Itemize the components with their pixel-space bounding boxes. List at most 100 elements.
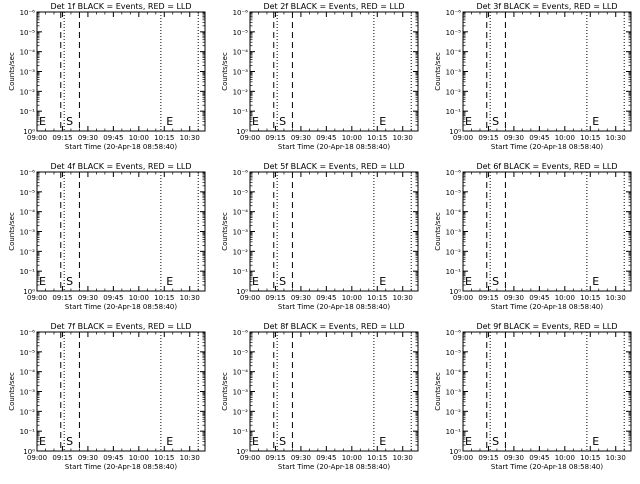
x-tick-label: 10:15: [367, 134, 387, 142]
y-tick-label: 10⁻⁶: [233, 329, 249, 337]
y-axis-label: Counts/sec: [8, 372, 16, 411]
x-tick-label: 10:30: [180, 134, 200, 142]
x-tick-label: 09:00: [240, 134, 260, 142]
y-tick-label: 10⁻³: [233, 229, 249, 237]
x-tick-label: 09:15: [265, 294, 285, 302]
event-marker-label: E: [592, 275, 599, 288]
x-tick-label: 10:00: [342, 134, 362, 142]
event-marker-label: E: [465, 435, 472, 448]
event-marker-label: E: [379, 275, 386, 288]
plot-frame: [462, 331, 632, 452]
x-tick-label: 09:30: [291, 294, 311, 302]
x-tick-label: 10:30: [606, 134, 626, 142]
x-tick-label: 09:15: [478, 454, 498, 462]
y-tick-label: 10⁻⁴: [233, 369, 249, 377]
y-tick-label: 10⁻²: [233, 88, 249, 96]
event-marker-label: E: [379, 435, 386, 448]
plot-title: Det 3f BLACK = Events, RED = LLD: [476, 2, 617, 11]
plot-frame: [36, 331, 206, 452]
y-tick-label: 10⁻²: [233, 408, 249, 416]
x-tick-label: 09:15: [52, 134, 72, 142]
x-tick-label: 10:00: [555, 454, 575, 462]
x-tick-label: 10:30: [393, 294, 413, 302]
y-tick-label: 10⁻¹: [446, 108, 462, 116]
x-tick-label: 09:30: [78, 294, 98, 302]
x-tick-label: 10:00: [342, 454, 362, 462]
y-tick-label: 10⁰: [23, 448, 35, 456]
panel-svg: Det 4f BLACK = Events, RED = LLD 10⁰ 10⁻¹ 1…: [8, 162, 206, 311]
y-tick-label: 10⁻²: [233, 248, 249, 256]
x-axis-label: Start Time (20-Apr-18 08:58:40): [65, 303, 177, 311]
y-tick-label: 10⁻⁵: [20, 349, 36, 357]
x-tick-label: 10:30: [180, 454, 200, 462]
detector-panel-3: Det 3f BLACK = Events, RED = LLD 10⁰ 10⁻¹ 1…: [426, 0, 639, 160]
event-marker-label: E: [166, 435, 173, 448]
y-tick-label: 10⁻²: [20, 408, 36, 416]
y-tick-label: 10⁻⁵: [20, 189, 36, 197]
y-axis-label: Counts/sec: [8, 212, 16, 251]
y-tick-label: 10⁻¹: [20, 108, 36, 116]
event-marker-label: E: [39, 275, 46, 288]
x-tick-label: 10:15: [367, 294, 387, 302]
x-tick-label: 09:30: [291, 454, 311, 462]
x-tick-label: 09:30: [504, 454, 524, 462]
x-tick-label: 09:00: [453, 454, 473, 462]
x-axis-label: Start Time (20-Apr-18 08:58:40): [278, 303, 390, 311]
event-marker-label: E: [592, 115, 599, 128]
y-tick-label: 10⁻⁵: [233, 189, 249, 197]
y-axis-label: Counts/sec: [221, 52, 229, 91]
x-tick-label: 09:15: [265, 454, 285, 462]
y-tick-label: 10⁰: [236, 128, 248, 136]
event-marker-label: S: [492, 115, 499, 128]
event-marker-label: S: [279, 115, 286, 128]
event-marker-label: E: [465, 275, 472, 288]
x-tick-label: 10:30: [606, 454, 626, 462]
event-marker-label: E: [592, 435, 599, 448]
y-tick-label: 10⁻⁴: [233, 49, 249, 57]
x-tick-label: 09:30: [78, 454, 98, 462]
panel-svg: Det 5f BLACK = Events, RED = LLD 10⁰ 10⁻¹ 1…: [221, 162, 419, 311]
detector-panel-5: Det 5f BLACK = Events, RED = LLD 10⁰ 10⁻¹ 1…: [213, 160, 426, 320]
y-tick-label: 10⁻⁶: [20, 169, 36, 177]
y-tick-label: 10⁰: [449, 448, 461, 456]
x-tick-label: 10:30: [393, 454, 413, 462]
x-axis-label: Start Time (20-Apr-18 08:58:40): [278, 143, 390, 151]
y-tick-label: 10⁻³: [233, 389, 249, 397]
y-tick-label: 10⁻²: [446, 408, 462, 416]
y-tick-label: 10⁻¹: [20, 268, 36, 276]
event-marker-label: S: [66, 435, 73, 448]
panel-svg: Det 8f BLACK = Events, RED = LLD 10⁰ 10⁻¹ 1…: [221, 322, 419, 471]
event-marker-label: S: [279, 275, 286, 288]
x-tick-label: 09:15: [265, 134, 285, 142]
y-tick-label: 10⁻⁵: [20, 29, 36, 37]
plot-frame: [249, 331, 419, 452]
event-marker-label: E: [39, 435, 46, 448]
y-tick-label: 10⁰: [449, 288, 461, 296]
y-tick-label: 10⁰: [236, 448, 248, 456]
y-tick-label: 10⁻⁶: [20, 9, 36, 17]
y-axis-label: Counts/sec: [221, 212, 229, 251]
plot-title: Det 4f BLACK = Events, RED = LLD: [50, 162, 191, 171]
x-tick-label: 09:30: [291, 134, 311, 142]
detector-panel-8: Det 8f BLACK = Events, RED = LLD 10⁰ 10⁻¹ 1…: [213, 320, 426, 480]
x-axis-label: Start Time (20-Apr-18 08:58:40): [65, 463, 177, 471]
x-tick-label: 10:15: [580, 134, 600, 142]
panel-svg: Det 7f BLACK = Events, RED = LLD 10⁰ 10⁻¹ 1…: [8, 322, 206, 471]
x-tick-label: 09:45: [316, 134, 336, 142]
detector-panel-6: Det 6f BLACK = Events, RED = LLD 10⁰ 10⁻¹ 1…: [426, 160, 639, 320]
x-tick-label: 10:15: [580, 454, 600, 462]
y-tick-label: 10⁻³: [446, 69, 462, 77]
detector-panel-7: Det 7f BLACK = Events, RED = LLD 10⁰ 10⁻¹ 1…: [0, 320, 213, 480]
x-tick-label: 10:15: [154, 134, 174, 142]
y-tick-label: 10⁻¹: [20, 428, 36, 436]
plot-title: Det 5f BLACK = Events, RED = LLD: [263, 162, 404, 171]
detector-panel-4: Det 4f BLACK = Events, RED = LLD 10⁰ 10⁻¹ 1…: [0, 160, 213, 320]
x-axis-label: Start Time (20-Apr-18 08:58:40): [491, 463, 603, 471]
plot-title: Det 9f BLACK = Events, RED = LLD: [476, 322, 617, 331]
x-tick-label: 10:00: [129, 294, 149, 302]
y-tick-label: 10⁰: [23, 288, 35, 296]
y-tick-label: 10⁻⁵: [446, 29, 462, 37]
event-marker-label: S: [66, 275, 73, 288]
plot-frame: [36, 11, 206, 132]
plot-title: Det 7f BLACK = Events, RED = LLD: [50, 322, 191, 331]
